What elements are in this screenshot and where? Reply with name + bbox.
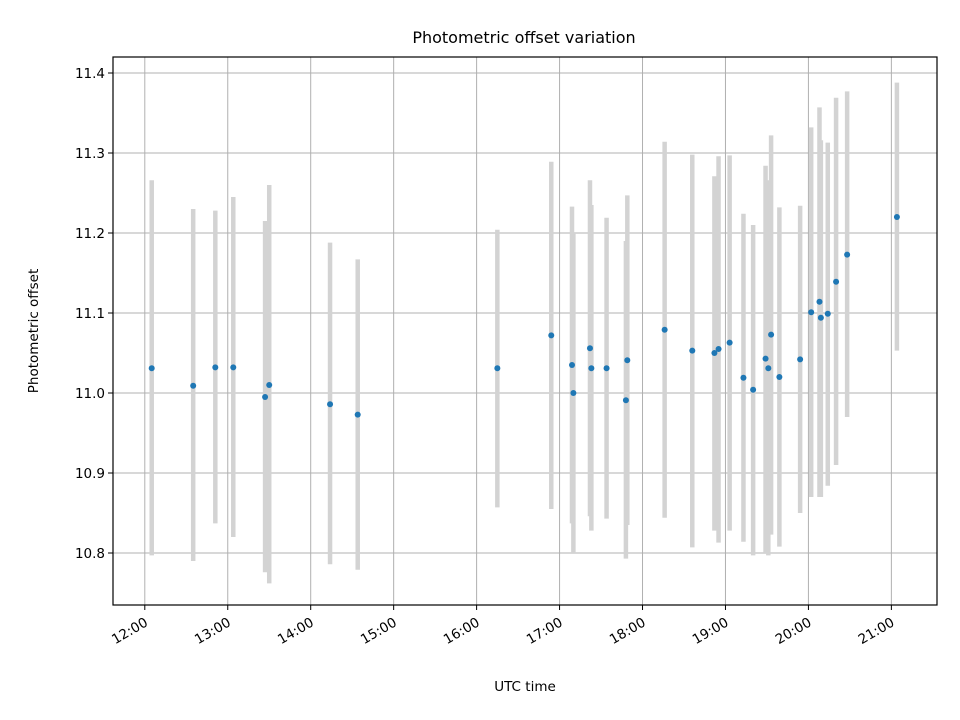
data-point (740, 374, 747, 381)
x-tick-label: 17:00 (524, 615, 566, 648)
data-point (262, 394, 269, 400)
y-tick-label: 11.3 (75, 146, 105, 162)
data-point (661, 326, 668, 333)
data-point (750, 386, 757, 393)
data-point (808, 309, 815, 316)
data-point (622, 397, 629, 404)
data-point (588, 365, 595, 372)
x-tick-label: 12:00 (109, 615, 151, 648)
data-point (797, 356, 804, 363)
y-tick-label: 11.1 (75, 306, 105, 322)
data-point (548, 332, 555, 339)
data-point (893, 214, 900, 220)
y-tick-label: 11.0 (75, 386, 105, 402)
data-point (711, 350, 718, 356)
data-point (494, 365, 501, 372)
data-point (148, 365, 155, 372)
x-tick-label: 19:00 (690, 615, 732, 648)
data-point (715, 346, 722, 352)
data-points (148, 214, 900, 418)
data-point (569, 362, 576, 368)
data-point (817, 314, 824, 321)
data-point (768, 331, 775, 338)
data-point (765, 365, 772, 372)
data-point (570, 390, 577, 396)
data-point (762, 355, 769, 362)
data-point (212, 364, 219, 371)
y-tick-label: 11.2 (75, 226, 105, 242)
data-point (266, 382, 273, 388)
chart-title: Photometric offset variation (412, 28, 635, 47)
x-axis-label: UTC time (494, 679, 556, 695)
data-point (689, 347, 696, 354)
data-point (586, 345, 593, 352)
error-bars (149, 82, 900, 584)
y-tick-label: 11.4 (75, 66, 105, 82)
data-point (327, 401, 334, 408)
data-point (776, 374, 783, 380)
y-tick-label: 10.8 (75, 546, 105, 562)
data-point (354, 411, 361, 418)
x-tick-label: 16:00 (441, 615, 483, 648)
y-axis-label: Photometric offset (26, 269, 42, 393)
x-axis-ticks: 12:00 13:00 14:00 15:00 16:00 17:00 18:00 19:00… (109, 605, 897, 648)
y-tick-label: 10.9 (75, 466, 105, 482)
data-point (844, 251, 851, 258)
plot-frame (112, 56, 938, 606)
x-tick-label: 20:00 (773, 615, 815, 648)
y-axis-ticks: 10.8 10.9 11.0 11.1 11.2 11.3 11.4 (75, 66, 113, 562)
data-point (824, 310, 831, 317)
x-tick-label: 21:00 (856, 615, 898, 648)
data-point (190, 382, 197, 389)
x-tick-label: 15:00 (358, 615, 400, 648)
x-tick-label: 13:00 (192, 615, 234, 648)
data-point (816, 298, 823, 305)
x-tick-label: 18:00 (607, 615, 649, 648)
data-point (230, 364, 237, 371)
data-point (726, 339, 733, 346)
data-point (624, 357, 631, 364)
data-point (603, 365, 610, 372)
x-tick-label: 14:00 (275, 615, 317, 648)
data-point (833, 278, 840, 285)
